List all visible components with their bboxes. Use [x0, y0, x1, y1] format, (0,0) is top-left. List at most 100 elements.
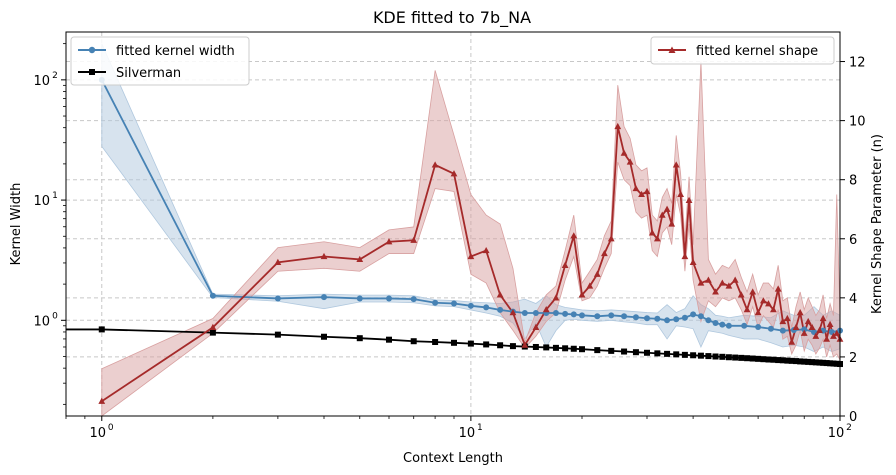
- silverman-point: [770, 356, 777, 363]
- shape-line: [101, 126, 841, 402]
- shape-point: [570, 232, 578, 239]
- width-point: [274, 295, 281, 302]
- shape-point: [521, 341, 529, 348]
- shape-point: [712, 288, 719, 295]
- width-point: [321, 294, 327, 301]
- shape-point: [578, 291, 586, 298]
- legend-marker-shape: [668, 46, 676, 53]
- shape-point: [833, 329, 841, 336]
- legend-right-box: [650, 36, 835, 65]
- shape-point: [792, 323, 800, 330]
- shape-point: [819, 314, 827, 322]
- silverman-point: [809, 359, 816, 366]
- shape-point: [356, 255, 364, 263]
- shape-point: [697, 279, 705, 286]
- shape-point: [450, 170, 458, 177]
- silverman-point: [812, 359, 819, 366]
- silverman-point: [483, 341, 490, 348]
- silverman-point: [833, 360, 840, 367]
- shape-point: [672, 161, 680, 168]
- shape-point: [731, 276, 739, 283]
- silverman-point: [775, 357, 782, 364]
- silverman-point: [779, 357, 786, 364]
- silverman-point: [690, 352, 697, 359]
- silverman-point: [643, 349, 650, 356]
- series-markers: [98, 76, 844, 404]
- shape-point: [626, 158, 634, 165]
- silverman-point: [98, 326, 105, 333]
- shape-point: [431, 161, 439, 168]
- width-point: [681, 314, 688, 321]
- shape-point: [586, 282, 594, 289]
- shape-point: [542, 306, 550, 313]
- silverman-point: [755, 355, 762, 362]
- shape-point: [754, 309, 762, 316]
- width-point: [356, 295, 363, 302]
- y-right-tick-label: 12: [849, 56, 866, 71]
- width-point: [767, 325, 774, 332]
- silverman-point: [356, 335, 363, 342]
- shape-point: [607, 235, 615, 242]
- silverman-point: [321, 333, 327, 340]
- legend-marker-width: [88, 46, 96, 54]
- width-point: [673, 316, 680, 323]
- legend-right: fitted kernel shape: [650, 36, 835, 65]
- width-point: [712, 319, 719, 326]
- legend-marker-silverman: [89, 69, 95, 75]
- shape-point: [725, 282, 733, 289]
- y-right-axis-title: Kernel Shape Parameter (n): [870, 134, 885, 314]
- silverman-point: [410, 338, 417, 345]
- silverman-point: [816, 359, 823, 366]
- silverman-point: [681, 351, 688, 358]
- x-tick-label: 10: [89, 426, 106, 441]
- y-left-axis-title: Kernel Width: [9, 183, 24, 266]
- silverman-point: [579, 346, 585, 353]
- y-left-tick-label: 10: [33, 314, 50, 329]
- shape-point: [663, 205, 671, 212]
- shape-point: [467, 252, 475, 260]
- shape-point: [648, 229, 656, 236]
- y-right-tick-label: 8: [849, 174, 857, 189]
- x-axis-title: Context Length: [403, 451, 503, 466]
- silverman-point: [552, 344, 559, 351]
- shape-point: [593, 270, 601, 277]
- silverman-point: [673, 351, 680, 358]
- silverman-point: [532, 343, 539, 350]
- silverman-point: [749, 355, 756, 362]
- silverman-point: [594, 347, 601, 354]
- width-point: [521, 310, 528, 317]
- chart-title: KDE fitted to 7b_NA: [373, 8, 531, 28]
- width-point: [697, 313, 704, 320]
- shape-point: [274, 258, 282, 265]
- width-point: [654, 315, 661, 322]
- silverman-point: [823, 360, 830, 367]
- width-point: [410, 296, 417, 303]
- width-point: [725, 322, 732, 329]
- legend-label-shape: fitted kernel shape: [696, 44, 818, 59]
- silverman-point: [209, 329, 216, 336]
- x-tick-exponent: 1: [477, 423, 483, 433]
- silverman-point: [725, 354, 732, 361]
- width-point: [594, 313, 601, 320]
- silverman-point: [827, 360, 834, 367]
- silverman-point: [784, 357, 791, 364]
- silverman-point: [820, 359, 827, 366]
- width-point: [755, 323, 762, 330]
- silverman-point: [562, 345, 569, 352]
- width-point: [643, 315, 650, 322]
- silverman-point: [760, 356, 767, 363]
- y-right-tick-label: 10: [849, 115, 866, 130]
- silverman-point: [450, 339, 457, 346]
- legend-label-width: fitted kernel width: [116, 44, 235, 59]
- legend-label-silverman: Silverman: [116, 66, 181, 81]
- silverman-point: [509, 343, 516, 350]
- width-point: [801, 326, 808, 333]
- shape-point: [482, 246, 490, 254]
- silverman-point: [697, 352, 704, 359]
- y-left-tick-label: 10: [33, 74, 50, 89]
- shape-point: [620, 149, 628, 156]
- shape-point: [209, 323, 217, 330]
- shape-point: [410, 236, 418, 243]
- silverman-point: [744, 355, 751, 362]
